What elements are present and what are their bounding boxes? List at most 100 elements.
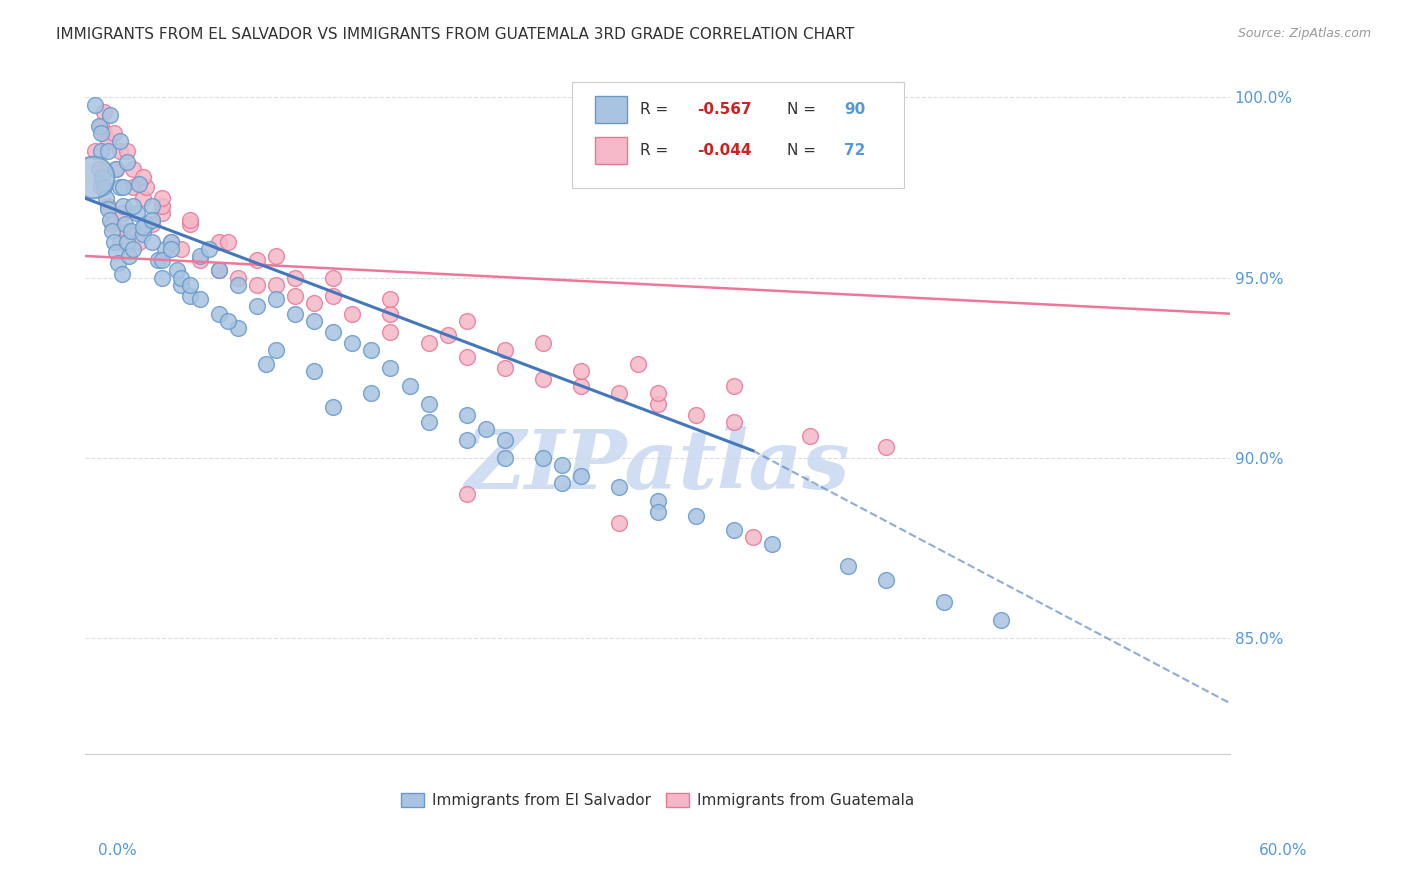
Point [146, 252, 169, 267]
Point [166, 263, 188, 277]
Point [685, 508, 707, 523]
Point [208, 307, 231, 321]
Point [322, 401, 344, 415]
Point [799, 429, 821, 443]
Point [932, 595, 955, 609]
Point [475, 422, 498, 436]
Point [131, 220, 153, 235]
Point [160, 242, 183, 256]
Point [208, 263, 231, 277]
Point [104, 162, 127, 177]
Point [264, 343, 287, 357]
Point [609, 516, 631, 530]
Point [97, 202, 120, 216]
Point [246, 277, 269, 292]
Point [302, 296, 325, 310]
Point [131, 169, 153, 184]
Point [169, 277, 191, 292]
Point [114, 217, 136, 231]
Point [531, 371, 554, 385]
Point [83, 97, 105, 112]
Text: -0.567: -0.567 [697, 102, 752, 117]
Point [160, 235, 183, 249]
Point [456, 350, 478, 364]
Point [150, 198, 173, 212]
Point [188, 292, 211, 306]
Point [120, 224, 142, 238]
Point [226, 277, 249, 292]
Point [90, 180, 112, 194]
Point [98, 108, 121, 122]
FancyBboxPatch shape [595, 137, 627, 164]
Point [93, 180, 115, 194]
Point [380, 307, 402, 321]
Point [179, 213, 201, 227]
Point [360, 343, 382, 357]
Point [342, 307, 364, 321]
Point [131, 227, 153, 242]
Point [609, 386, 631, 401]
Point [284, 307, 307, 321]
Point [122, 180, 145, 194]
Point [217, 235, 239, 249]
Point [494, 433, 516, 447]
Point [179, 277, 201, 292]
Point [128, 177, 150, 191]
Point [169, 242, 191, 256]
Point [150, 252, 173, 267]
Point [685, 408, 707, 422]
Point [160, 235, 183, 249]
Point [141, 235, 163, 249]
Point [135, 217, 157, 231]
Point [97, 198, 120, 212]
Point [990, 613, 1012, 627]
Point [569, 469, 592, 483]
Point [90, 119, 112, 133]
Point [150, 270, 173, 285]
Point [302, 314, 325, 328]
Point [226, 321, 249, 335]
Point [456, 408, 478, 422]
Text: ZIPatlas: ZIPatlas [465, 425, 851, 506]
Point [90, 145, 112, 159]
Point [875, 440, 897, 454]
Point [188, 252, 211, 267]
Point [104, 162, 127, 177]
Point [322, 288, 344, 302]
Text: 60.0%: 60.0% [1260, 843, 1308, 858]
Point [208, 235, 231, 249]
Text: N =: N = [787, 102, 821, 117]
Point [723, 415, 745, 429]
Point [112, 180, 135, 194]
Point [82, 169, 104, 184]
Point [122, 198, 145, 212]
Point [122, 162, 145, 177]
Point [217, 314, 239, 328]
Point [112, 205, 135, 219]
Point [647, 505, 669, 519]
Point [179, 217, 201, 231]
Point [141, 217, 163, 231]
Point [627, 357, 650, 371]
Point [380, 360, 402, 375]
Point [108, 235, 131, 249]
Point [108, 134, 131, 148]
Point [107, 256, 129, 270]
Point [96, 191, 118, 205]
Point [761, 537, 783, 551]
Point [110, 267, 132, 281]
Point [246, 252, 269, 267]
Point [103, 127, 125, 141]
Point [456, 314, 478, 328]
Point [723, 378, 745, 392]
Point [264, 249, 287, 263]
Point [875, 574, 897, 588]
Point [155, 242, 177, 256]
Text: -0.044: -0.044 [697, 144, 752, 158]
Point [108, 180, 131, 194]
Point [131, 191, 153, 205]
Point [418, 415, 440, 429]
Text: N =: N = [787, 144, 821, 158]
Point [837, 559, 859, 574]
Point [342, 335, 364, 350]
